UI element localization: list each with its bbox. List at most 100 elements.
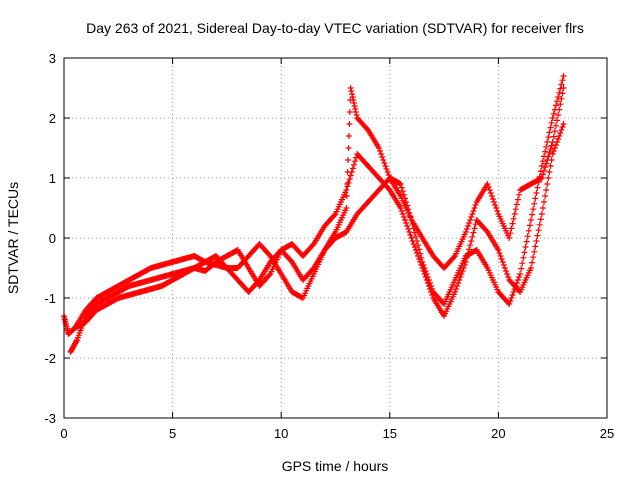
data-point bbox=[542, 164, 549, 171]
x-tick-label: 20 bbox=[491, 426, 505, 441]
data-point bbox=[381, 160, 388, 166]
data-point bbox=[509, 220, 516, 227]
data-point bbox=[547, 163, 554, 169]
data-point bbox=[451, 289, 458, 295]
y-axis-ticks: -3 -2 -1 0 1 2 3 bbox=[44, 51, 607, 426]
data-point bbox=[506, 301, 513, 307]
data-point bbox=[549, 115, 556, 121]
data-point bbox=[384, 169, 391, 175]
data-point bbox=[343, 205, 350, 211]
data-point bbox=[547, 146, 554, 153]
data-point bbox=[410, 241, 417, 247]
data-point bbox=[497, 253, 504, 259]
data-point bbox=[539, 158, 546, 165]
data-point bbox=[558, 81, 565, 88]
data-point bbox=[468, 214, 475, 220]
data-point bbox=[464, 223, 471, 229]
data-point bbox=[542, 148, 549, 155]
data-point bbox=[456, 277, 463, 283]
data-point bbox=[560, 121, 567, 127]
data-point bbox=[514, 196, 521, 203]
data-point bbox=[463, 254, 470, 261]
data-point bbox=[558, 127, 565, 133]
data-point bbox=[346, 109, 353, 115]
data-point bbox=[559, 77, 566, 84]
data-point bbox=[545, 134, 552, 141]
data-point bbox=[529, 211, 536, 218]
y-tick-label: -1 bbox=[44, 291, 56, 306]
data-point bbox=[549, 139, 556, 145]
data-point bbox=[551, 145, 558, 151]
data-point bbox=[419, 265, 426, 271]
y-tick-label: -3 bbox=[44, 411, 56, 426]
data-point bbox=[349, 94, 356, 100]
data-point bbox=[545, 153, 552, 160]
data-point bbox=[517, 271, 524, 277]
data-point bbox=[539, 205, 546, 211]
data-point bbox=[486, 187, 493, 193]
data-point bbox=[345, 179, 352, 186]
data-point bbox=[454, 283, 461, 289]
data-point bbox=[557, 130, 564, 136]
data-point bbox=[345, 133, 352, 139]
data-point bbox=[382, 163, 389, 169]
data-point bbox=[554, 98, 561, 105]
data-point bbox=[397, 205, 404, 211]
data-point bbox=[543, 143, 550, 150]
x-tick-label: 0 bbox=[60, 426, 67, 441]
data-point bbox=[345, 145, 352, 151]
data-point bbox=[73, 338, 80, 345]
data-point bbox=[507, 298, 514, 304]
data-point bbox=[461, 262, 468, 268]
data-point bbox=[417, 259, 424, 265]
y-tick-label: 1 bbox=[49, 171, 56, 186]
data-point bbox=[459, 268, 466, 274]
data-point bbox=[559, 124, 566, 130]
data-point bbox=[411, 244, 418, 250]
data-point bbox=[429, 292, 436, 298]
data-point bbox=[499, 259, 506, 265]
data-point bbox=[522, 244, 529, 250]
data-point bbox=[350, 97, 357, 103]
data-point bbox=[558, 95, 565, 102]
data-point bbox=[346, 121, 353, 127]
x-axis-ticks: 0 5 10 15 20 25 bbox=[60, 58, 614, 441]
data-point bbox=[539, 171, 546, 178]
data-point bbox=[424, 280, 431, 286]
x-axis-label: GPS time / hours bbox=[282, 458, 389, 474]
data-point bbox=[541, 167, 548, 174]
data-point bbox=[416, 256, 423, 262]
data-point bbox=[466, 220, 473, 226]
data-point bbox=[344, 169, 351, 175]
data-point bbox=[380, 157, 387, 163]
data-point bbox=[408, 235, 415, 241]
data-point bbox=[513, 201, 520, 208]
data-point bbox=[524, 233, 531, 240]
data-point bbox=[508, 295, 515, 301]
data-point bbox=[544, 139, 551, 145]
data-point bbox=[375, 145, 382, 151]
data-point bbox=[546, 149, 553, 156]
x-tick-label: 10 bbox=[274, 426, 288, 441]
x-tick-label: 25 bbox=[600, 426, 614, 441]
y-tick-label: 2 bbox=[49, 111, 56, 126]
data-point bbox=[455, 280, 462, 286]
data-point bbox=[555, 94, 562, 100]
data-point bbox=[511, 211, 518, 217]
data-point bbox=[487, 190, 494, 196]
data-point bbox=[489, 196, 496, 202]
data-point bbox=[413, 250, 420, 256]
data-point bbox=[398, 208, 405, 214]
data-point bbox=[556, 133, 563, 139]
data-point bbox=[556, 106, 563, 113]
data-point bbox=[400, 214, 407, 220]
data-point bbox=[496, 250, 503, 256]
data-point bbox=[266, 272, 273, 279]
data-point bbox=[399, 211, 406, 217]
data-point bbox=[543, 187, 550, 193]
data-point bbox=[504, 271, 511, 277]
data-point bbox=[519, 260, 526, 267]
data-point bbox=[469, 211, 476, 217]
